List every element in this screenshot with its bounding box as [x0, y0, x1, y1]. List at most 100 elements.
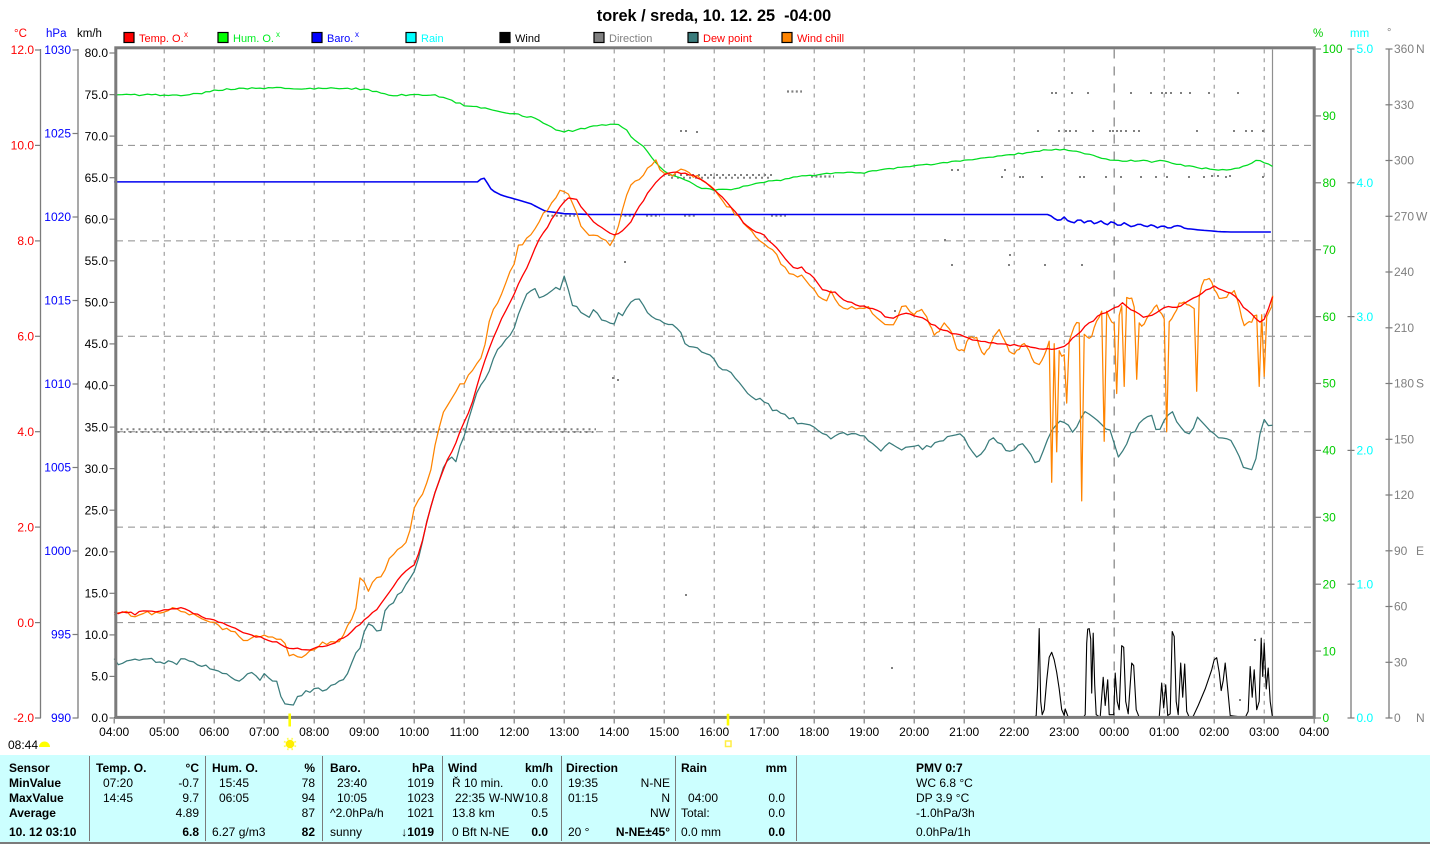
svg-text:30.0: 30.0: [85, 462, 109, 476]
svg-text:10:00: 10:00: [399, 725, 429, 739]
svg-text:mm: mm: [1350, 28, 1369, 40]
svg-text:270: 270: [1394, 210, 1414, 224]
svg-text:Baro.: Baro.: [327, 33, 353, 45]
svg-text:70: 70: [1323, 243, 1337, 257]
svg-text:S: S: [1416, 377, 1424, 391]
svg-text:40: 40: [1323, 444, 1337, 458]
svg-text:60: 60: [1323, 310, 1337, 324]
svg-text:Temp. O.: Temp. O.: [139, 33, 184, 45]
svg-text:70.0: 70.0: [85, 129, 109, 143]
svg-text:35.0: 35.0: [85, 420, 109, 434]
svg-text:09:00: 09:00: [349, 725, 379, 739]
svg-text:20: 20: [1323, 577, 1337, 591]
svg-text:30: 30: [1394, 656, 1408, 670]
svg-text:80: 80: [1323, 176, 1337, 190]
svg-text:x: x: [184, 30, 188, 39]
svg-text:14:00: 14:00: [599, 725, 629, 739]
svg-text:5.0: 5.0: [91, 670, 108, 684]
svg-text:hPa: hPa: [46, 28, 67, 40]
svg-text:2.0: 2.0: [17, 520, 34, 534]
svg-text:23:00: 23:00: [1049, 725, 1079, 739]
svg-text:00:00: 00:00: [1099, 725, 1129, 739]
svg-text:08:44: 08:44: [8, 738, 38, 752]
svg-text:6.0: 6.0: [17, 330, 34, 344]
svg-text:12.0: 12.0: [11, 43, 35, 57]
svg-text:10: 10: [1323, 644, 1337, 658]
svg-text:1030: 1030: [44, 43, 71, 57]
svg-text:05:00: 05:00: [149, 725, 179, 739]
svg-text:75.0: 75.0: [85, 88, 109, 102]
svg-text:50: 50: [1323, 377, 1337, 391]
svg-text:100: 100: [1323, 42, 1343, 56]
svg-text:12:00: 12:00: [499, 725, 529, 739]
svg-text:330: 330: [1394, 98, 1414, 112]
svg-text:20.0: 20.0: [85, 545, 109, 559]
svg-text:0.0: 0.0: [17, 616, 34, 630]
svg-text:990: 990: [51, 711, 71, 725]
svg-text:3.0: 3.0: [1357, 310, 1374, 324]
svg-text:360: 360: [1394, 42, 1414, 56]
svg-text:80.0: 80.0: [85, 46, 109, 60]
svg-text:08:00: 08:00: [299, 725, 329, 739]
svg-text:8.0: 8.0: [17, 234, 34, 248]
svg-text:N: N: [1416, 711, 1425, 725]
svg-text:19:00: 19:00: [849, 725, 879, 739]
svg-text:4.0: 4.0: [1357, 176, 1374, 190]
svg-text:°C: °C: [14, 28, 27, 40]
svg-text:180: 180: [1394, 377, 1414, 391]
svg-text:km/h: km/h: [77, 28, 102, 40]
svg-text:x: x: [355, 30, 359, 39]
svg-text:995: 995: [51, 628, 71, 642]
svg-text:21:00: 21:00: [949, 725, 979, 739]
svg-text:N: N: [1416, 42, 1425, 56]
svg-text:18:00: 18:00: [799, 725, 829, 739]
svg-text:60.0: 60.0: [85, 212, 109, 226]
svg-text:1.0: 1.0: [1357, 577, 1374, 591]
svg-text:10.0: 10.0: [11, 139, 35, 153]
svg-text:210: 210: [1394, 321, 1414, 335]
svg-text:90: 90: [1394, 544, 1408, 558]
svg-text:240: 240: [1394, 265, 1414, 279]
svg-text:04:00: 04:00: [99, 725, 129, 739]
svg-text:W: W: [1416, 210, 1428, 224]
svg-text:01:00: 01:00: [1149, 725, 1179, 739]
svg-text:1010: 1010: [44, 377, 71, 391]
svg-text:4.0: 4.0: [17, 425, 34, 439]
svg-text:10.0: 10.0: [85, 628, 109, 642]
svg-text:Wind: Wind: [515, 33, 540, 45]
svg-text:17:00: 17:00: [749, 725, 779, 739]
svg-text:x: x: [276, 30, 280, 39]
svg-text:15:00: 15:00: [649, 725, 679, 739]
svg-text:1005: 1005: [44, 461, 71, 475]
svg-text:25.0: 25.0: [85, 503, 109, 517]
svg-text:-2.0: -2.0: [13, 711, 34, 725]
svg-text:11:00: 11:00: [450, 725, 479, 739]
svg-text:02:00: 02:00: [1199, 725, 1229, 739]
svg-text:Rain: Rain: [421, 33, 444, 45]
svg-text:%: %: [1313, 28, 1323, 40]
svg-text:07:00: 07:00: [249, 725, 279, 739]
svg-text:1025: 1025: [44, 127, 71, 141]
svg-text:1015: 1015: [44, 294, 71, 308]
svg-text:13:00: 13:00: [549, 725, 579, 739]
svg-text:22:00: 22:00: [999, 725, 1029, 739]
svg-text:45.0: 45.0: [85, 337, 109, 351]
svg-text:120: 120: [1394, 488, 1414, 502]
svg-text:0.0: 0.0: [91, 711, 108, 725]
svg-text:Dew point: Dew point: [703, 33, 752, 45]
svg-text:5.0: 5.0: [1357, 42, 1374, 56]
svg-text:15.0: 15.0: [85, 587, 109, 601]
svg-text:torek / sreda, 10. 12. 25 -04: torek / sreda, 10. 12. 25 -04:00: [597, 7, 831, 25]
svg-text:300: 300: [1394, 154, 1414, 168]
svg-text:06:00: 06:00: [199, 725, 229, 739]
svg-text:°: °: [1387, 27, 1391, 39]
svg-text:90: 90: [1323, 109, 1337, 123]
svg-text:Hum. O.: Hum. O.: [233, 33, 274, 45]
svg-text:E: E: [1416, 544, 1424, 558]
svg-text:40.0: 40.0: [85, 379, 109, 393]
svg-text:50.0: 50.0: [85, 296, 109, 310]
svg-text:65.0: 65.0: [85, 171, 109, 185]
svg-text:0: 0: [1394, 711, 1401, 725]
svg-text:2.0: 2.0: [1357, 444, 1374, 458]
svg-text:04:00: 04:00: [1299, 725, 1329, 739]
